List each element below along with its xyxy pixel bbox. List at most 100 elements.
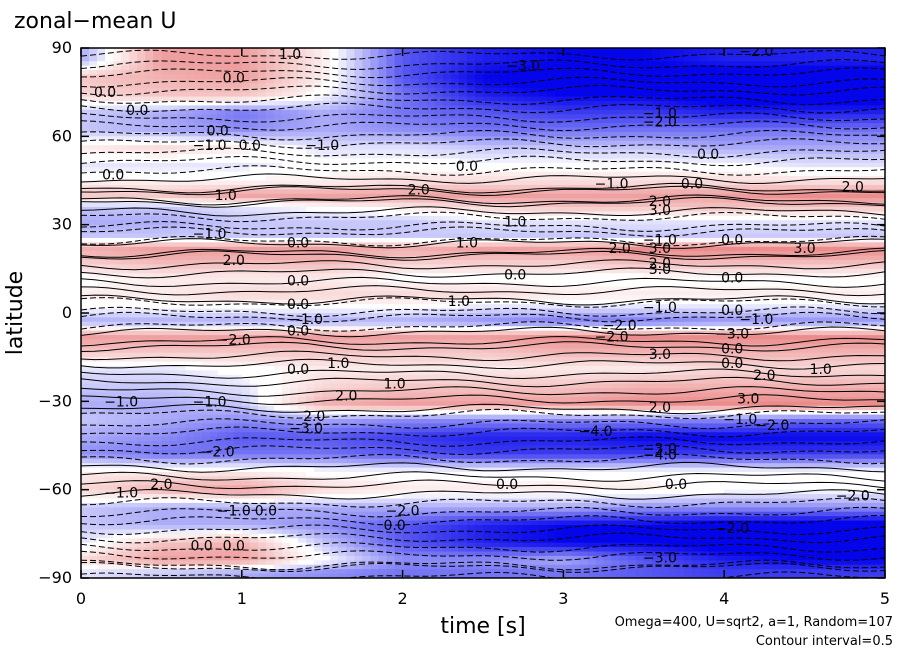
heat-cell (354, 74, 363, 80)
heat-cell (458, 255, 468, 261)
heat-cell (860, 149, 870, 155)
heat-cell (796, 184, 806, 190)
heat-cell (587, 87, 597, 93)
heat-cell (177, 140, 187, 146)
heat-cell (314, 105, 323, 111)
heat-cell (820, 140, 830, 146)
heat-cell (659, 189, 669, 195)
heat-cell (450, 92, 460, 98)
heat-cell (394, 61, 404, 67)
heat-cell (860, 101, 870, 107)
heat-cell (273, 246, 283, 252)
heat-cell (836, 96, 846, 102)
heat-cell (732, 264, 741, 270)
heat-cell (515, 189, 524, 195)
heat-cell (410, 180, 420, 186)
heat-cell (563, 176, 573, 182)
heat-cell (692, 220, 701, 226)
heat-cell (346, 260, 355, 266)
heat-cell (828, 65, 838, 71)
heat-cell (812, 65, 822, 71)
heat-cell (539, 158, 548, 164)
heat-cell (81, 92, 90, 98)
heat-cell (740, 136, 749, 142)
heat-cell (860, 96, 870, 102)
heat-cell (499, 65, 508, 71)
heat-cell (547, 198, 556, 204)
heat-cell (635, 167, 645, 173)
heat-cell (740, 260, 749, 266)
heat-cell (539, 202, 548, 208)
heat-cell (756, 154, 765, 160)
heat-cell (410, 109, 420, 115)
heat-cell (796, 229, 806, 235)
heat-cell (217, 193, 227, 199)
heat-cell (796, 140, 806, 146)
heat-cell (820, 215, 830, 221)
heat-cell (434, 229, 444, 235)
heat-cell (732, 233, 741, 239)
heat-cell (700, 193, 709, 199)
heat-cell (169, 140, 179, 146)
heat-cell (611, 171, 621, 177)
heat-cell (547, 180, 556, 186)
heat-cell (571, 92, 581, 98)
heat-cell (442, 180, 452, 186)
heat-cell (772, 260, 782, 266)
heat-cell (225, 224, 235, 230)
heat-cell (708, 242, 717, 248)
heat-cell (627, 56, 637, 62)
heat-cell (499, 61, 508, 67)
heat-cell (579, 145, 589, 151)
heat-cell (740, 171, 749, 177)
heat-cell (81, 149, 90, 155)
heat-cell (410, 149, 420, 155)
heat-cell (97, 131, 106, 137)
heat-cell (201, 92, 211, 98)
heat-cell (547, 255, 556, 261)
heat-cell (675, 109, 685, 115)
heat-cell (153, 105, 162, 111)
heat-cell (105, 96, 114, 102)
heat-cell (113, 140, 122, 146)
heat-cell (820, 118, 830, 124)
heat-cell (193, 48, 203, 54)
heat-cell (804, 114, 814, 120)
heat-cell (756, 96, 765, 102)
heat-cell (402, 127, 412, 133)
heat-cell (716, 229, 725, 235)
heat-cell (756, 101, 765, 107)
heat-cell (603, 220, 613, 226)
heat-cell (675, 202, 685, 208)
heat-cell (137, 229, 146, 235)
heat-cell (740, 207, 749, 213)
heat-cell (225, 158, 235, 164)
heat-cell (499, 149, 508, 155)
heat-cell (748, 65, 757, 71)
heat-cell (378, 145, 388, 151)
heat-cell (563, 96, 573, 102)
heat-cell (780, 131, 790, 137)
heat-cell (828, 255, 838, 261)
heat-cell (740, 233, 749, 239)
heat-cell (450, 131, 460, 137)
heat-cell (474, 78, 484, 84)
heat-cell (426, 215, 436, 221)
heat-cell (603, 114, 613, 120)
heat-cell (499, 118, 508, 124)
heat-cell (306, 123, 315, 129)
heat-cell (860, 180, 870, 186)
heat-cell (113, 193, 122, 199)
heat-cell (81, 96, 90, 102)
heat-cell (643, 162, 653, 168)
heat-cell (675, 189, 685, 195)
heat-cell (692, 114, 701, 120)
heat-cell (852, 105, 862, 111)
heat-cell (796, 167, 806, 173)
heat-cell (105, 114, 114, 120)
heat-cell (209, 114, 219, 120)
heat-cell (828, 83, 838, 89)
heat-cell (346, 242, 355, 248)
heat-cell (539, 224, 548, 230)
heat-cell (491, 140, 500, 146)
